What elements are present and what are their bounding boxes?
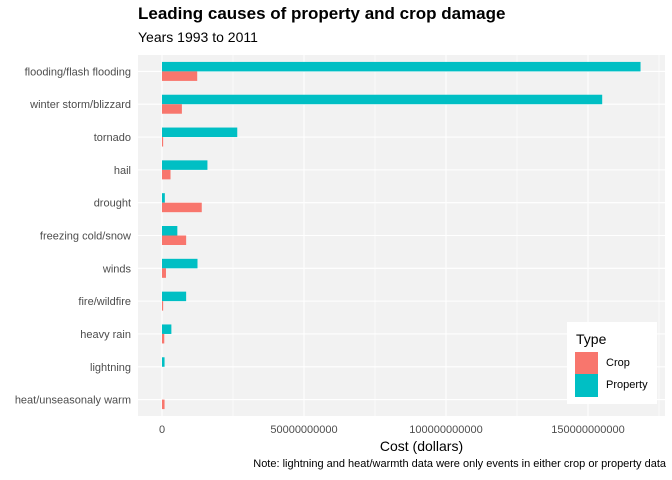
y-tick-label: fire/wildfire [78,296,131,308]
bar-property [162,193,165,203]
legend-label-property: Property [606,379,648,391]
bar-property [162,94,603,105]
bar-property [162,160,208,170]
legend-swatch-crop [575,352,598,375]
y-tick-label: winds [102,263,132,275]
bar-crop [162,399,165,410]
y-tick-label: heavy rain [80,329,131,341]
y-tick-label: lightning [90,362,131,374]
bar-crop [162,333,165,344]
legend: Type Crop Property [567,322,657,404]
bar-property [162,61,641,72]
bar-crop [162,268,166,278]
bar-crop [162,202,202,213]
y-tick-label: heat/unseasonaly warm [15,395,131,407]
y-tick-label: freezing cold/snow [40,231,131,243]
x-tick-label: 50000000000 [270,424,337,436]
bar-crop [162,235,187,245]
bar-property [162,291,187,302]
bar-property [162,127,238,138]
bar-crop [162,71,198,81]
bar-property [162,357,165,367]
y-tick-label: winter storm/blizzard [29,99,131,111]
x-tick-label: 150000000000 [551,424,624,436]
y-tick-label: hail [114,165,131,177]
chart-title: Leading causes of property and crop dama… [138,4,506,23]
bar-crop [162,301,164,311]
bar-crop [162,137,164,147]
bar-property [162,226,178,236]
legend-label-crop: Crop [606,357,630,369]
chart-note: Note: lightning and heat/warmth data wer… [253,458,666,470]
x-axis-label: Cost (dollars) [380,438,463,454]
x-tick-label: 100000000000 [409,424,482,436]
chart-subtitle: Years 1993 to 2011 [138,29,258,45]
y-tick-label: drought [94,198,131,210]
bar-crop [162,169,171,180]
bar-property [162,324,172,334]
x-tick-label: 0 [159,424,165,436]
legend-swatch-property [575,374,598,397]
bar-property [162,258,198,269]
y-tick-label: tornado [94,132,131,144]
legend-title: Type [576,331,607,347]
bar-crop [162,104,182,114]
y-tick-label: flooding/flash flooding [25,66,131,78]
